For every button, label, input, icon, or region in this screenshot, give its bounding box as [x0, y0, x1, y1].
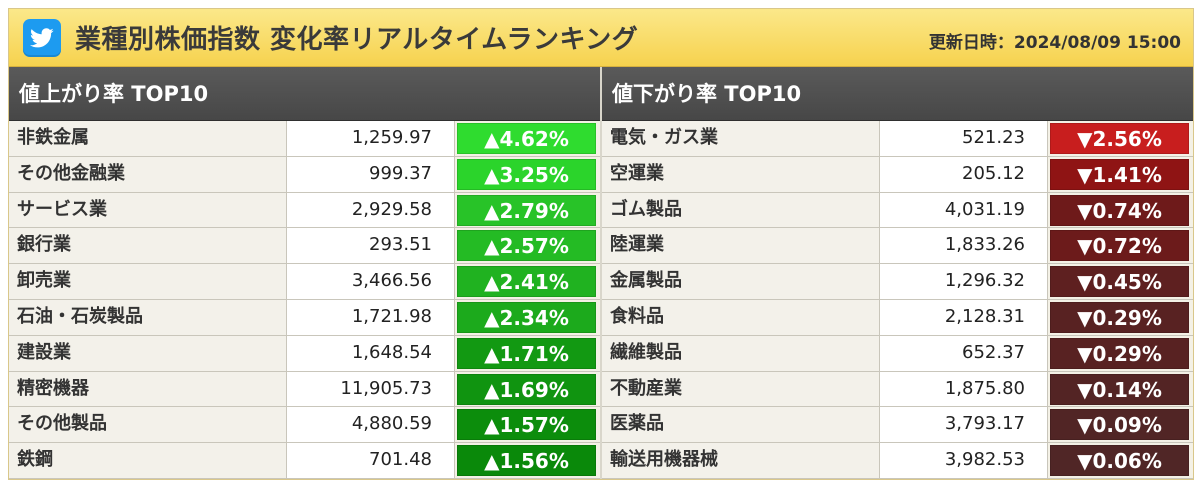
index-value: 1,833.26 [880, 228, 1048, 264]
table-row[interactable]: その他製品 4,880.59 ▲1.57% [9, 407, 600, 444]
table-row[interactable]: 繊維製品 652.37 ▼0.29% [602, 335, 1193, 372]
gainers-title: 値上がり率 TOP10 [9, 67, 600, 121]
table-row[interactable]: 陸運業 1,833.26 ▼0.72% [602, 228, 1193, 265]
twitter-bird-icon[interactable] [23, 19, 61, 57]
fall-rate-badge: ▼0.74% [1050, 194, 1189, 226]
sector-name: 金属製品 [602, 264, 880, 299]
header-bar: 業種別株価指数 変化率リアルタイムランキング 更新日時：2024/08/09 1… [9, 9, 1193, 67]
sector-name: その他金融業 [9, 156, 287, 192]
sector-name: その他製品 [9, 407, 287, 443]
index-value: 521.23 [880, 121, 1048, 156]
fall-rate-badge: ▼0.29% [1050, 337, 1189, 369]
sector-name: 電気・ガス業 [602, 121, 880, 156]
fall-rate-badge: ▼0.09% [1050, 409, 1189, 441]
losers-title: 値下がり率 TOP10 [602, 67, 1193, 121]
sector-name: 卸売業 [9, 264, 287, 299]
sector-name: 建設業 [9, 335, 287, 371]
fall-rate-badge: ▼1.41% [1050, 158, 1189, 190]
gainers-list: 非鉄金属 1,259.97 ▲4.62% その他金融業 999.37 ▲3.25% サービス… [9, 121, 600, 479]
sector-name: 精密機器 [9, 371, 287, 407]
sector-name: 繊維製品 [602, 335, 880, 371]
rise-rate-badge: ▲2.41% [457, 266, 596, 298]
fall-rate-badge: ▼0.72% [1050, 230, 1189, 262]
losers-panel: 値下がり率 TOP10 電気・ガス業 521.23 ▼2.56% 空運業 205.12 ▼… [602, 67, 1193, 479]
rise-rate-badge: ▲1.69% [457, 373, 596, 405]
sector-name: 鉄鋼 [9, 443, 287, 478]
table-row[interactable]: 輸送用機器械 3,982.53 ▼0.06% [602, 443, 1193, 479]
table-row[interactable]: 非鉄金属 1,259.97 ▲4.62% [9, 121, 600, 157]
rise-rate-badge: ▲2.79% [457, 194, 596, 226]
index-value: 701.48 [287, 443, 455, 478]
fall-rate-badge: ▼0.29% [1050, 301, 1189, 333]
table-row[interactable]: その他金融業 999.37 ▲3.25% [9, 156, 600, 193]
rise-rate-badge: ▲2.34% [457, 301, 596, 333]
update-timestamp: 更新日時：2024/08/09 15:00 [928, 33, 1181, 53]
sector-name: 非鉄金属 [9, 121, 287, 156]
sector-name: 銀行業 [9, 228, 287, 264]
index-value: 999.37 [287, 156, 455, 192]
index-value: 3,466.56 [287, 264, 455, 299]
fall-rate-badge: ▼0.14% [1050, 373, 1189, 405]
sector-name: 石油・石炭製品 [9, 299, 287, 335]
panel-divider [600, 67, 602, 479]
index-value: 1,721.98 [287, 299, 455, 335]
index-value: 1,259.97 [287, 121, 455, 156]
rise-rate-badge: ▲2.57% [457, 230, 596, 262]
index-value: 205.12 [880, 156, 1048, 192]
sector-name: 不動産業 [602, 371, 880, 407]
gainers-panel: 値上がり率 TOP10 非鉄金属 1,259.97 ▲4.62% その他金融業 999.… [9, 67, 600, 479]
table-row[interactable]: ゴム製品 4,031.19 ▼0.74% [602, 192, 1193, 229]
index-value: 1,648.54 [287, 335, 455, 371]
page-title: 業種別株価指数 変化率リアルタイムランキング [75, 25, 639, 55]
table-row[interactable]: 鉄鋼 701.48 ▲1.56% [9, 443, 600, 479]
table-row[interactable]: 卸売業 3,466.56 ▲2.41% [9, 264, 600, 300]
index-value: 3,982.53 [880, 443, 1048, 478]
table-row[interactable]: 不動産業 1,875.80 ▼0.14% [602, 371, 1193, 408]
index-value: 293.51 [287, 228, 455, 264]
table-row[interactable]: 石油・石炭製品 1,721.98 ▲2.34% [9, 299, 600, 336]
index-value: 2,128.31 [880, 299, 1048, 335]
index-value: 2,929.58 [287, 192, 455, 228]
table-row[interactable]: 医薬品 3,793.17 ▼0.09% [602, 407, 1193, 444]
twitter-bird-glyph [30, 28, 54, 48]
sector-name: 医薬品 [602, 407, 880, 443]
index-value: 4,031.19 [880, 192, 1048, 228]
table-row[interactable]: 精密機器 11,905.73 ▲1.69% [9, 371, 600, 408]
fall-rate-badge: ▼0.06% [1050, 445, 1189, 477]
rise-rate-badge: ▲1.57% [457, 409, 596, 441]
sector-name: サービス業 [9, 192, 287, 228]
sector-name: 陸運業 [602, 228, 880, 264]
table-row[interactable]: 建設業 1,648.54 ▲1.71% [9, 335, 600, 372]
index-value: 11,905.73 [287, 371, 455, 407]
table-row[interactable]: サービス業 2,929.58 ▲2.79% [9, 192, 600, 229]
table-row[interactable]: 食料品 2,128.31 ▼0.29% [602, 299, 1193, 336]
sector-name: 空運業 [602, 156, 880, 192]
fall-rate-badge: ▼0.45% [1050, 266, 1189, 298]
rise-rate-badge: ▲3.25% [457, 158, 596, 190]
index-value: 1,296.32 [880, 264, 1048, 299]
sector-name: 食料品 [602, 299, 880, 335]
index-value: 4,880.59 [287, 407, 455, 443]
ranking-widget: 業種別株価指数 変化率リアルタイムランキング 更新日時：2024/08/09 1… [8, 8, 1194, 480]
table-row[interactable]: 銀行業 293.51 ▲2.57% [9, 228, 600, 265]
index-value: 1,875.80 [880, 371, 1048, 407]
rise-rate-badge: ▲4.62% [457, 123, 596, 154]
sector-name: 輸送用機器械 [602, 443, 880, 478]
fall-rate-badge: ▼2.56% [1050, 123, 1189, 154]
table-row[interactable]: 電気・ガス業 521.23 ▼2.56% [602, 121, 1193, 157]
index-value: 652.37 [880, 335, 1048, 371]
rise-rate-badge: ▲1.71% [457, 337, 596, 369]
rise-rate-badge: ▲1.56% [457, 445, 596, 477]
index-value: 3,793.17 [880, 407, 1048, 443]
sector-name: ゴム製品 [602, 192, 880, 228]
losers-list: 電気・ガス業 521.23 ▼2.56% 空運業 205.12 ▼1.41% ゴム製品 4,0… [602, 121, 1193, 479]
table-row[interactable]: 空運業 205.12 ▼1.41% [602, 156, 1193, 193]
table-row[interactable]: 金属製品 1,296.32 ▼0.45% [602, 264, 1193, 300]
